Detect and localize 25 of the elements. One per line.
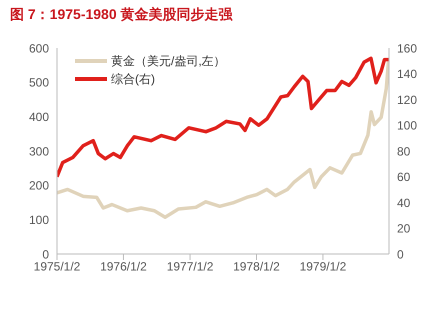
- y2-tick-label: 60: [397, 170, 411, 184]
- y-tick-label: 100: [28, 212, 50, 227]
- x-tick-label: 1978/1/2: [233, 260, 280, 274]
- chart-title: 图 7：1975-1980 黄金美股同步走强: [10, 6, 233, 24]
- y-tick-label: 500: [28, 76, 50, 90]
- y-tick-label: 300: [28, 144, 50, 158]
- legend-label: 综合(右): [111, 71, 155, 88]
- y2-tick-label: 160: [397, 41, 418, 56]
- y2-tick-label: 20: [397, 222, 411, 236]
- y-tick-label: 600: [28, 41, 50, 56]
- y2-tick-label: 40: [397, 196, 411, 210]
- line-series: [57, 56, 389, 178]
- x-tick-label: 1975/1/2: [34, 260, 81, 274]
- y2-tick-label: 120: [397, 92, 418, 107]
- x-tick-label: 1977/1/2: [166, 260, 214, 274]
- x-tick-label: 1976/1/2: [100, 260, 148, 274]
- y2-tick-label: 0: [397, 247, 404, 262]
- y2-tick-label: 100: [397, 118, 418, 133]
- y2-tick-label: 140: [397, 67, 418, 82]
- y-tick-label: 400: [28, 110, 50, 124]
- y-tick-label: 200: [28, 178, 50, 193]
- y-tick-label: 0: [42, 247, 50, 262]
- legend-label: 黄金（美元/盎司,左）: [111, 53, 226, 70]
- y2-tick-label: 80: [397, 144, 411, 158]
- x-tick-label: 1979/1/2: [300, 260, 347, 274]
